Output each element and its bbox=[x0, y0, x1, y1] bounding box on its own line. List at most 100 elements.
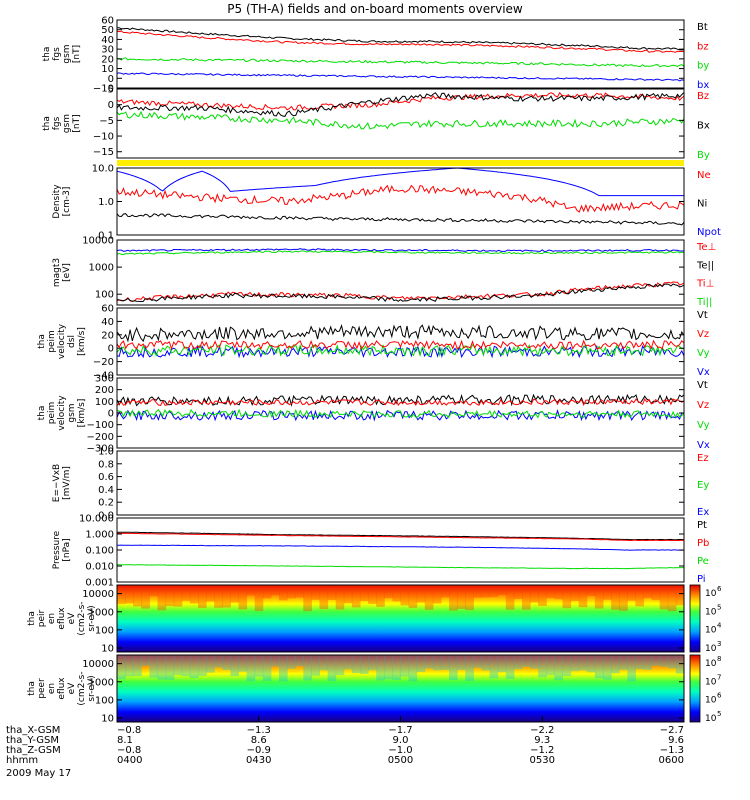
series-Vy bbox=[116, 408, 685, 419]
colorbar-tick-label: 10 bbox=[705, 607, 717, 617]
x-axis-value: −0.9 bbox=[247, 745, 271, 756]
y-axis-label-line: magt3 bbox=[52, 258, 62, 287]
y-axis-label-line: gsm bbox=[62, 44, 72, 63]
colorbar-tick-exponent: 8 bbox=[717, 655, 721, 663]
spectrogram-band bbox=[198, 585, 207, 608]
spectrogram-band bbox=[270, 655, 280, 667]
spectrogram-band bbox=[578, 585, 588, 608]
y-axis-label-line: tha bbox=[27, 681, 37, 696]
y-tick-label: 0.1 bbox=[98, 231, 114, 242]
spectrogram-band bbox=[659, 655, 669, 667]
panel-pressure: 10.000 1.000 0.100 0.010 0.001 Pressure [nPa] P… bbox=[52, 514, 709, 589]
spectrogram-band bbox=[287, 585, 296, 599]
series-Bt bbox=[117, 27, 685, 51]
spectrogram-band bbox=[619, 585, 628, 611]
y-axis-label-line: eV bbox=[67, 612, 77, 625]
x-axis-value: 0530 bbox=[530, 755, 555, 766]
y-axis-label-line: eflux bbox=[57, 677, 67, 700]
colorbar-tick-exponent: 4 bbox=[717, 622, 722, 630]
spectrogram-band bbox=[546, 585, 555, 599]
spectrogram-band bbox=[311, 655, 320, 676]
y-axis-label-line: Pressure bbox=[52, 530, 62, 569]
data-quality-bar bbox=[117, 160, 684, 166]
y-axis-label-line: fgs bbox=[52, 116, 62, 130]
legend-entry: Ti⊥ bbox=[696, 279, 714, 290]
y-axis-label-line: tha bbox=[37, 406, 47, 421]
colorbar-tick-exponent: 5 bbox=[717, 603, 721, 611]
legend-entry: Ti|| bbox=[696, 297, 712, 308]
date-label: 2009 May 17 bbox=[6, 768, 71, 779]
spectrogram-band bbox=[611, 655, 620, 674]
y-axis-label-line: gsm bbox=[67, 403, 77, 422]
spectrogram-band bbox=[562, 585, 572, 609]
spectrogram-band bbox=[141, 585, 150, 609]
spectrogram-band bbox=[392, 585, 401, 602]
spectrogram-band bbox=[441, 655, 450, 670]
spectrogram-band bbox=[457, 655, 466, 670]
colorbar-tick-exponent: 3 bbox=[717, 640, 721, 648]
series-Vz bbox=[116, 398, 685, 407]
spectrogram-band bbox=[173, 585, 183, 607]
spectrogram-band bbox=[594, 655, 604, 679]
x-axis-row-label: hhmm bbox=[6, 755, 38, 766]
spectrogram-band bbox=[319, 655, 329, 671]
y-tick-label: 10 bbox=[101, 643, 114, 654]
spectrogram-band bbox=[449, 655, 458, 681]
y-axis-label-line: velocity bbox=[57, 323, 67, 359]
y-axis-label-line: Density bbox=[52, 184, 62, 219]
y-axis-label-line: fgs bbox=[52, 47, 62, 61]
x-axis-value: 9.6 bbox=[668, 735, 684, 746]
legend-entry: Ey bbox=[697, 480, 709, 491]
legend-entry: Pb bbox=[697, 538, 709, 549]
y-tick-label: 0 bbox=[108, 344, 114, 355]
spectrogram-band bbox=[360, 585, 369, 602]
y-tick-label: 10000 bbox=[82, 589, 114, 600]
spectrogram-band bbox=[206, 585, 215, 602]
colorbar bbox=[689, 584, 701, 653]
y-axis-label-line: [eV] bbox=[62, 263, 72, 282]
y-tick-label: 1000 bbox=[89, 677, 114, 688]
spectrogram-band bbox=[449, 585, 458, 611]
spectrogram-band bbox=[424, 655, 434, 669]
spectrogram-band bbox=[222, 585, 231, 608]
y-tick-label: −100 bbox=[87, 420, 114, 431]
spectrogram-band bbox=[343, 655, 353, 670]
colorbar-tick-label: 10 bbox=[705, 696, 717, 706]
y-tick-label: −200 bbox=[87, 432, 114, 443]
y-tick-label: 60 bbox=[101, 16, 114, 27]
series-Npot bbox=[116, 167, 684, 197]
spectrogram-band bbox=[408, 655, 418, 682]
y-tick-label: 20 bbox=[101, 54, 114, 65]
colorbar-tick-exponent: 5 bbox=[717, 710, 721, 718]
spectrogram-band bbox=[262, 655, 272, 681]
colorbar-tick-label: 10 bbox=[705, 714, 717, 724]
y-tick-label: 0 bbox=[108, 409, 114, 420]
y-tick-label: 40 bbox=[101, 317, 114, 328]
x-axis-row-label: tha_X-GSM bbox=[6, 725, 60, 736]
spectrogram-band bbox=[335, 585, 345, 610]
spectrogram-band bbox=[408, 585, 418, 608]
y-tick-label: 0.6 bbox=[98, 472, 114, 483]
y-tick-label: 300 bbox=[95, 374, 114, 385]
x-axis-value: 8.6 bbox=[251, 735, 267, 746]
panel-frame bbox=[116, 517, 685, 583]
spectrogram-band bbox=[424, 585, 434, 610]
spectrogram-band bbox=[635, 655, 644, 670]
legend-entry: By bbox=[697, 150, 710, 161]
series-Vy bbox=[116, 343, 684, 358]
spectrogram-band bbox=[246, 585, 256, 596]
y-tick-label: 30 bbox=[101, 45, 114, 56]
spectrogram-band bbox=[343, 585, 353, 604]
spectrogram-band bbox=[416, 585, 426, 603]
y-axis-label-line: peir bbox=[37, 609, 47, 627]
y-axis-label-line: eV bbox=[67, 682, 77, 695]
y-axis-label-line: en bbox=[47, 683, 57, 694]
legend-entry: Vt bbox=[697, 310, 708, 321]
spectrogram-band bbox=[238, 655, 248, 672]
spectrogram-band bbox=[214, 655, 223, 668]
x-axis-value: −1.3 bbox=[247, 725, 271, 736]
y-axis-label-line: (cm2-s- bbox=[77, 601, 87, 635]
legend-entry: Pt bbox=[697, 520, 707, 531]
spectrogram-band bbox=[214, 585, 223, 608]
spectrogram-band bbox=[376, 655, 385, 681]
